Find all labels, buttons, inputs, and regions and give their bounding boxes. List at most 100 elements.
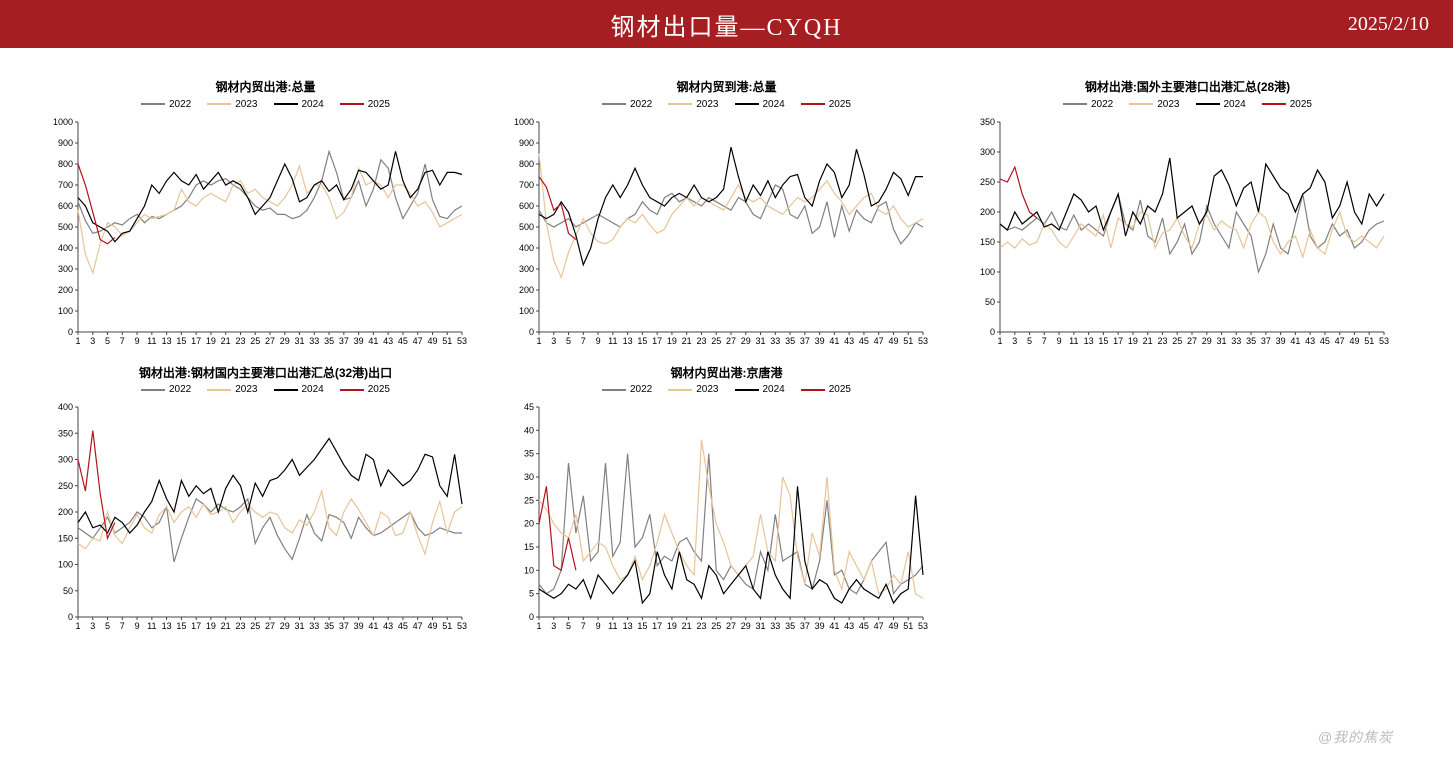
svg-text:200: 200 — [980, 207, 995, 217]
svg-text:41: 41 — [829, 336, 839, 346]
chart-svg: 0100200300400500600700800900100013579111… — [40, 114, 470, 354]
chart-title: 钢材出港:国外主要港口出港汇总(28港) — [962, 78, 1413, 95]
legend-swatch — [735, 103, 759, 105]
svg-text:700: 700 — [519, 180, 534, 190]
svg-text:30: 30 — [524, 472, 534, 482]
svg-text:43: 43 — [844, 336, 854, 346]
svg-text:350: 350 — [58, 428, 73, 438]
svg-text:29: 29 — [741, 621, 751, 631]
svg-text:31: 31 — [756, 336, 766, 346]
svg-text:600: 600 — [519, 201, 534, 211]
svg-text:1: 1 — [536, 336, 541, 346]
svg-text:27: 27 — [726, 336, 736, 346]
series-2025 — [1000, 167, 1037, 218]
svg-text:9: 9 — [135, 621, 140, 631]
svg-text:700: 700 — [58, 180, 73, 190]
svg-text:1: 1 — [997, 336, 1002, 346]
legend-item-2023: 2023 — [668, 99, 718, 110]
legend-label: 2022 — [630, 384, 652, 395]
page-date: 2025/2/10 — [1348, 13, 1429, 36]
svg-text:17: 17 — [652, 621, 662, 631]
svg-text:300: 300 — [980, 147, 995, 157]
svg-text:47: 47 — [874, 336, 884, 346]
page-header: 钢材出口量—CYQH 2025/2/10 — [0, 0, 1453, 48]
svg-text:53: 53 — [918, 621, 928, 631]
svg-text:100: 100 — [980, 267, 995, 277]
legend-swatch — [1063, 103, 1087, 105]
legend-label: 2022 — [169, 99, 191, 110]
svg-text:23: 23 — [235, 621, 245, 631]
svg-text:0: 0 — [68, 612, 73, 622]
svg-text:27: 27 — [265, 336, 275, 346]
svg-text:29: 29 — [741, 336, 751, 346]
legend-swatch — [274, 389, 298, 391]
svg-text:39: 39 — [815, 336, 825, 346]
svg-text:25: 25 — [250, 621, 260, 631]
legend-swatch — [602, 389, 626, 391]
svg-text:45: 45 — [524, 402, 534, 412]
svg-text:400: 400 — [58, 243, 73, 253]
svg-text:35: 35 — [524, 449, 534, 459]
svg-text:17: 17 — [652, 336, 662, 346]
svg-text:25: 25 — [524, 495, 534, 505]
svg-text:40: 40 — [524, 425, 534, 435]
svg-text:43: 43 — [383, 621, 393, 631]
svg-text:47: 47 — [413, 336, 423, 346]
series-2023 — [539, 440, 923, 599]
charts-grid: 钢材内贸出港:总量2022202320242025010020030040050… — [0, 48, 1453, 669]
svg-text:15: 15 — [176, 621, 186, 631]
svg-text:19: 19 — [667, 336, 677, 346]
svg-text:45: 45 — [398, 336, 408, 346]
svg-text:7: 7 — [581, 336, 586, 346]
svg-text:27: 27 — [265, 621, 275, 631]
svg-text:29: 29 — [1202, 336, 1212, 346]
svg-text:5: 5 — [1027, 336, 1032, 346]
series-2024 — [539, 147, 923, 265]
legend-label: 2022 — [630, 99, 652, 110]
svg-text:33: 33 — [309, 336, 319, 346]
chart-legend: 2022202320242025 — [501, 383, 952, 396]
svg-text:33: 33 — [1231, 336, 1241, 346]
series-2024 — [78, 151, 462, 241]
svg-text:400: 400 — [58, 402, 73, 412]
svg-text:3: 3 — [90, 621, 95, 631]
chart-legend: 2022202320242025 — [40, 97, 491, 110]
legend-swatch — [801, 103, 825, 105]
svg-text:23: 23 — [235, 336, 245, 346]
legend-item-2022: 2022 — [141, 384, 191, 395]
svg-text:31: 31 — [1217, 336, 1227, 346]
svg-text:100: 100 — [519, 306, 534, 316]
svg-text:7: 7 — [1042, 336, 1047, 346]
svg-text:5: 5 — [529, 589, 534, 599]
legend-swatch — [668, 389, 692, 391]
legend-item-2023: 2023 — [207, 99, 257, 110]
legend-label: 2023 — [696, 99, 718, 110]
svg-text:19: 19 — [206, 621, 216, 631]
svg-text:13: 13 — [623, 336, 633, 346]
legend-label: 2024 — [763, 99, 785, 110]
svg-text:0: 0 — [990, 327, 995, 337]
legend-label: 2025 — [368, 384, 390, 395]
svg-text:9: 9 — [596, 336, 601, 346]
legend-swatch — [602, 103, 626, 105]
chart-title: 钢材出港:钢材国内主要港口出港汇总(32港)出口 — [40, 364, 491, 381]
svg-text:200: 200 — [58, 507, 73, 517]
svg-text:9: 9 — [135, 336, 140, 346]
chart-svg: 0510152025303540451357911131517192123252… — [501, 399, 931, 639]
svg-text:13: 13 — [623, 621, 633, 631]
svg-text:37: 37 — [339, 336, 349, 346]
svg-text:23: 23 — [1157, 336, 1167, 346]
svg-text:35: 35 — [324, 336, 334, 346]
svg-text:15: 15 — [176, 336, 186, 346]
svg-text:15: 15 — [637, 336, 647, 346]
svg-text:45: 45 — [859, 336, 869, 346]
legend-item-2023: 2023 — [207, 384, 257, 395]
svg-text:49: 49 — [888, 336, 898, 346]
chart-svg: 0100200300400500600700800900100013579111… — [501, 114, 931, 354]
svg-text:50: 50 — [63, 586, 73, 596]
chart-3: 钢材出港:钢材国内主要港口出港汇总(32港)出口2022202320242025… — [40, 364, 491, 640]
svg-text:200: 200 — [519, 285, 534, 295]
chart-legend: 2022202320242025 — [962, 97, 1413, 110]
svg-text:5: 5 — [105, 621, 110, 631]
svg-text:41: 41 — [1290, 336, 1300, 346]
